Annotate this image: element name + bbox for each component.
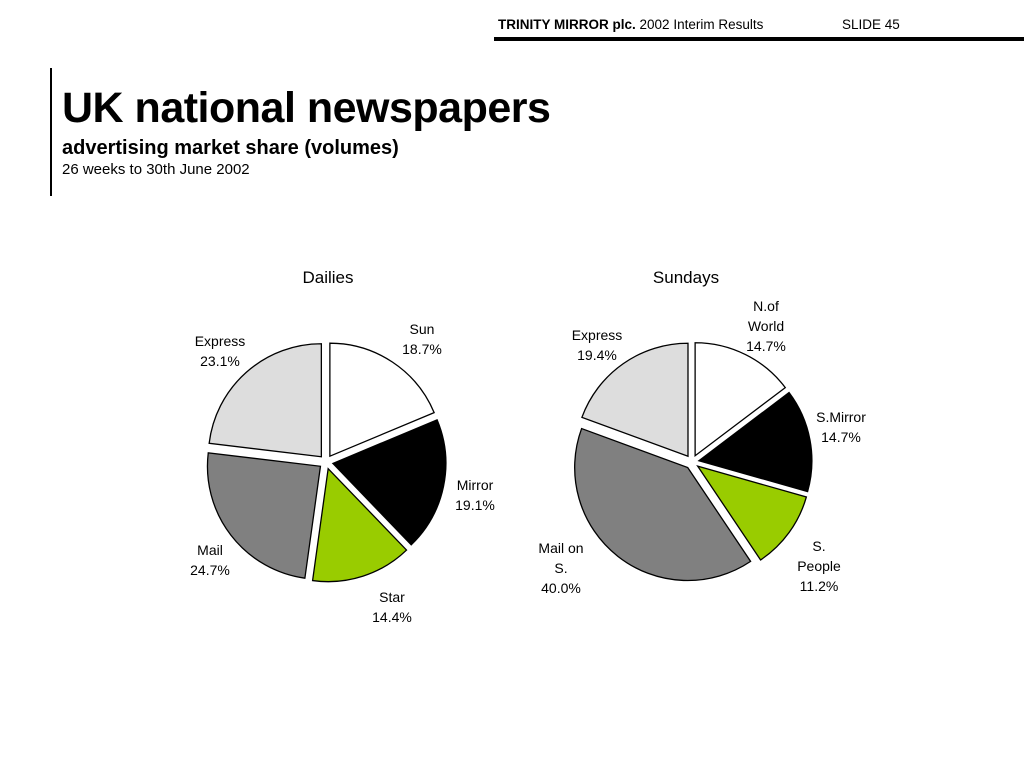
pie-slice bbox=[581, 342, 689, 458]
company-name: TRINITY MIRROR plc. bbox=[498, 17, 636, 32]
slide-header: TRINITY MIRROR plc. 2002 Interim Results… bbox=[498, 17, 900, 32]
report-name: 2002 Interim Results bbox=[639, 17, 764, 32]
slice-value-label: 11.2% bbox=[800, 578, 839, 594]
slice-label: Sun bbox=[410, 321, 435, 337]
slice-value-label: 23.1% bbox=[200, 353, 240, 369]
page-dateline: 26 weeks to 30th June 2002 bbox=[62, 161, 250, 178]
pie-slice bbox=[208, 343, 323, 458]
pie-slice bbox=[311, 467, 408, 583]
pie-slice bbox=[697, 391, 813, 493]
slice-label: S. bbox=[554, 560, 567, 576]
pie-chart-dailies: Dailies Sun 18.7% Mirror 19.1% Star 14.4% Mail 2… bbox=[190, 268, 495, 625]
header-rule bbox=[494, 37, 1024, 41]
page-subtitle: advertising market share (volumes) bbox=[62, 137, 399, 159]
slice-value-label: 40.0% bbox=[541, 580, 581, 596]
slice-label: Express bbox=[572, 327, 623, 343]
pie-slice bbox=[694, 342, 787, 458]
slice-value-label: 18.7% bbox=[402, 341, 442, 357]
slice-value-label: 14.7% bbox=[746, 338, 786, 354]
pie-chart-sundays: Sundays N.of World 14.7% S.Mirror 14.7% S. Peop… bbox=[538, 268, 866, 596]
slice-label: Star bbox=[379, 589, 405, 605]
slice-value-label: 19.4% bbox=[577, 347, 617, 363]
pie-slice bbox=[329, 342, 435, 458]
pie-slice bbox=[696, 465, 808, 561]
slide-number: SLIDE 45 bbox=[842, 17, 900, 32]
page-title: UK national newspapers bbox=[62, 84, 551, 132]
slice-value-label: 14.4% bbox=[372, 609, 412, 625]
slice-value-label: 14.7% bbox=[821, 429, 861, 445]
slice-label: S.Mirror bbox=[816, 409, 866, 425]
pie-chart-title: Dailies bbox=[302, 268, 353, 287]
pie-slice bbox=[574, 427, 752, 582]
slice-label: N.of bbox=[753, 298, 779, 314]
title-side-rule bbox=[50, 68, 52, 196]
slice-label: Mirror bbox=[457, 477, 494, 493]
slice-label: S. bbox=[812, 538, 825, 554]
slice-label: People bbox=[797, 558, 841, 574]
slice-label: Express bbox=[195, 333, 246, 349]
slice-value-label: 24.7% bbox=[190, 562, 230, 578]
slice-label: Mail on bbox=[538, 540, 583, 556]
pie-slice bbox=[331, 418, 447, 546]
slice-value-label: 19.1% bbox=[455, 497, 495, 513]
slice-label: Mail bbox=[197, 542, 223, 558]
pie-chart-title: Sundays bbox=[653, 268, 719, 287]
pie-slice bbox=[206, 452, 322, 579]
slice-label: World bbox=[748, 318, 784, 334]
